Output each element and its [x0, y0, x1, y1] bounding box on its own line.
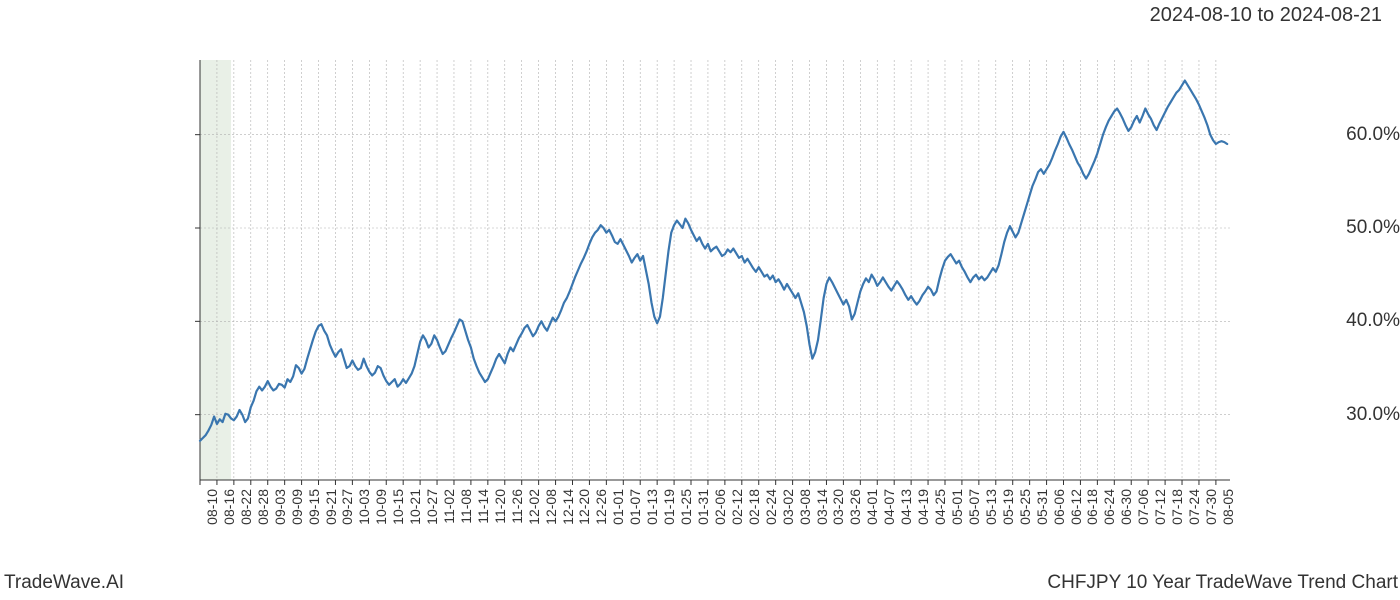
- x-axis-tick-label: 05-07: [966, 489, 982, 525]
- x-axis-tick-label: 09-03: [272, 489, 288, 525]
- x-axis-tick-label: 01-07: [627, 489, 643, 525]
- x-axis-tick-label: 11-14: [475, 489, 491, 524]
- brand-label: TradeWave.AI: [4, 572, 124, 594]
- x-axis-tick-label: 01-25: [678, 489, 694, 525]
- x-axis-tick-label: 06-30: [1118, 489, 1134, 525]
- x-axis-tick-label: 05-31: [1034, 489, 1050, 525]
- x-axis-tick-label: 03-08: [797, 489, 813, 525]
- x-axis-tick-label: 01-31: [695, 489, 711, 525]
- x-axis-tick-label: 12-20: [576, 489, 592, 525]
- x-axis-tick-label: 06-06: [1051, 489, 1067, 525]
- x-axis-tick-label: 05-19: [1000, 489, 1016, 525]
- x-axis-tick-label: 06-12: [1068, 489, 1084, 525]
- date-range-label: 2024-08-10 to 2024-08-21: [1150, 4, 1382, 27]
- x-axis-tick-label: 08-22: [238, 489, 254, 525]
- x-axis-tick-label: 12-02: [526, 489, 542, 525]
- x-axis-tick-label: 10-21: [407, 489, 423, 525]
- x-axis-tick-label: 02-24: [763, 489, 779, 525]
- x-axis-tick-label: 12-14: [560, 489, 576, 525]
- x-axis-tick-label: 07-18: [1169, 489, 1185, 525]
- x-axis-tick-label: 01-19: [661, 489, 677, 525]
- x-axis-tick-label: 11-26: [509, 489, 525, 524]
- x-axis-tick-label: 04-19: [915, 489, 931, 525]
- x-axis-tick-label: 08-10: [204, 489, 220, 525]
- x-axis-tick-label: 08-28: [255, 489, 271, 525]
- x-axis-tick-label: 03-26: [847, 489, 863, 525]
- x-axis-tick-label: 11-02: [441, 489, 457, 524]
- x-axis-tick-label: 12-26: [593, 489, 609, 525]
- x-axis-tick-label: 06-18: [1084, 489, 1100, 525]
- x-axis-tick-label: 05-01: [949, 489, 965, 525]
- x-axis-tick-label: 07-06: [1135, 489, 1151, 525]
- x-axis-tick-label: 07-24: [1186, 489, 1202, 525]
- x-axis-tick-label: 10-27: [424, 489, 440, 525]
- x-axis-tick-label: 11-20: [492, 489, 508, 524]
- x-axis-tick-label: 05-13: [983, 489, 999, 525]
- x-axis-tick-label: 04-01: [864, 489, 880, 525]
- chart-title: CHFJPY 10 Year TradeWave Trend Chart: [1047, 572, 1398, 594]
- x-axis-tick-label: 01-01: [610, 489, 626, 525]
- x-axis-tick-label: 01-13: [644, 489, 660, 525]
- x-axis-tick-label: 11-08: [458, 489, 474, 524]
- x-axis-tick-label: 09-21: [323, 489, 339, 525]
- x-axis-tick-label: 06-24: [1101, 489, 1117, 525]
- x-axis-tick-label: 04-25: [932, 489, 948, 525]
- x-axis-tick-label: 09-09: [289, 489, 305, 525]
- x-axis-tick-label: 10-03: [356, 489, 372, 525]
- x-axis-tick-label: 07-12: [1152, 489, 1168, 525]
- x-axis-tick-label: 02-12: [729, 489, 745, 525]
- x-axis-tick-label: 05-25: [1017, 489, 1033, 525]
- x-axis-tick-label: 04-13: [898, 489, 914, 525]
- x-axis-tick-label: 07-30: [1203, 489, 1219, 525]
- trend-chart: 30.0% 40.0% 50.0% 60.0% 08-1008-1608-2208-2…: [0, 50, 1400, 560]
- x-axis-tick-label: 09-15: [306, 489, 322, 525]
- x-axis-tick-label: 10-09: [373, 489, 389, 525]
- x-axis-tick-label: 08-05: [1220, 489, 1236, 525]
- x-axis-tick-label: 03-20: [830, 489, 846, 525]
- y-axis-tick-label: 50.0%: [1212, 217, 1400, 239]
- y-axis-tick-label: 60.0%: [1212, 124, 1400, 146]
- x-axis-tick-label: 02-18: [746, 489, 762, 525]
- y-axis-tick-label: 40.0%: [1212, 310, 1400, 332]
- x-axis-tick-label: 10-15: [390, 489, 406, 525]
- x-axis-tick-label: 04-07: [881, 489, 897, 525]
- x-axis-tick-label: 03-02: [780, 489, 796, 525]
- x-axis-tick-label: 08-16: [221, 489, 237, 525]
- x-axis-tick-label: 02-06: [712, 489, 728, 525]
- y-axis-tick-label: 30.0%: [1212, 404, 1400, 426]
- x-axis-tick-label: 09-27: [339, 489, 355, 525]
- x-axis-tick-label: 12-08: [543, 489, 559, 525]
- x-axis-tick-label: 03-14: [814, 489, 830, 525]
